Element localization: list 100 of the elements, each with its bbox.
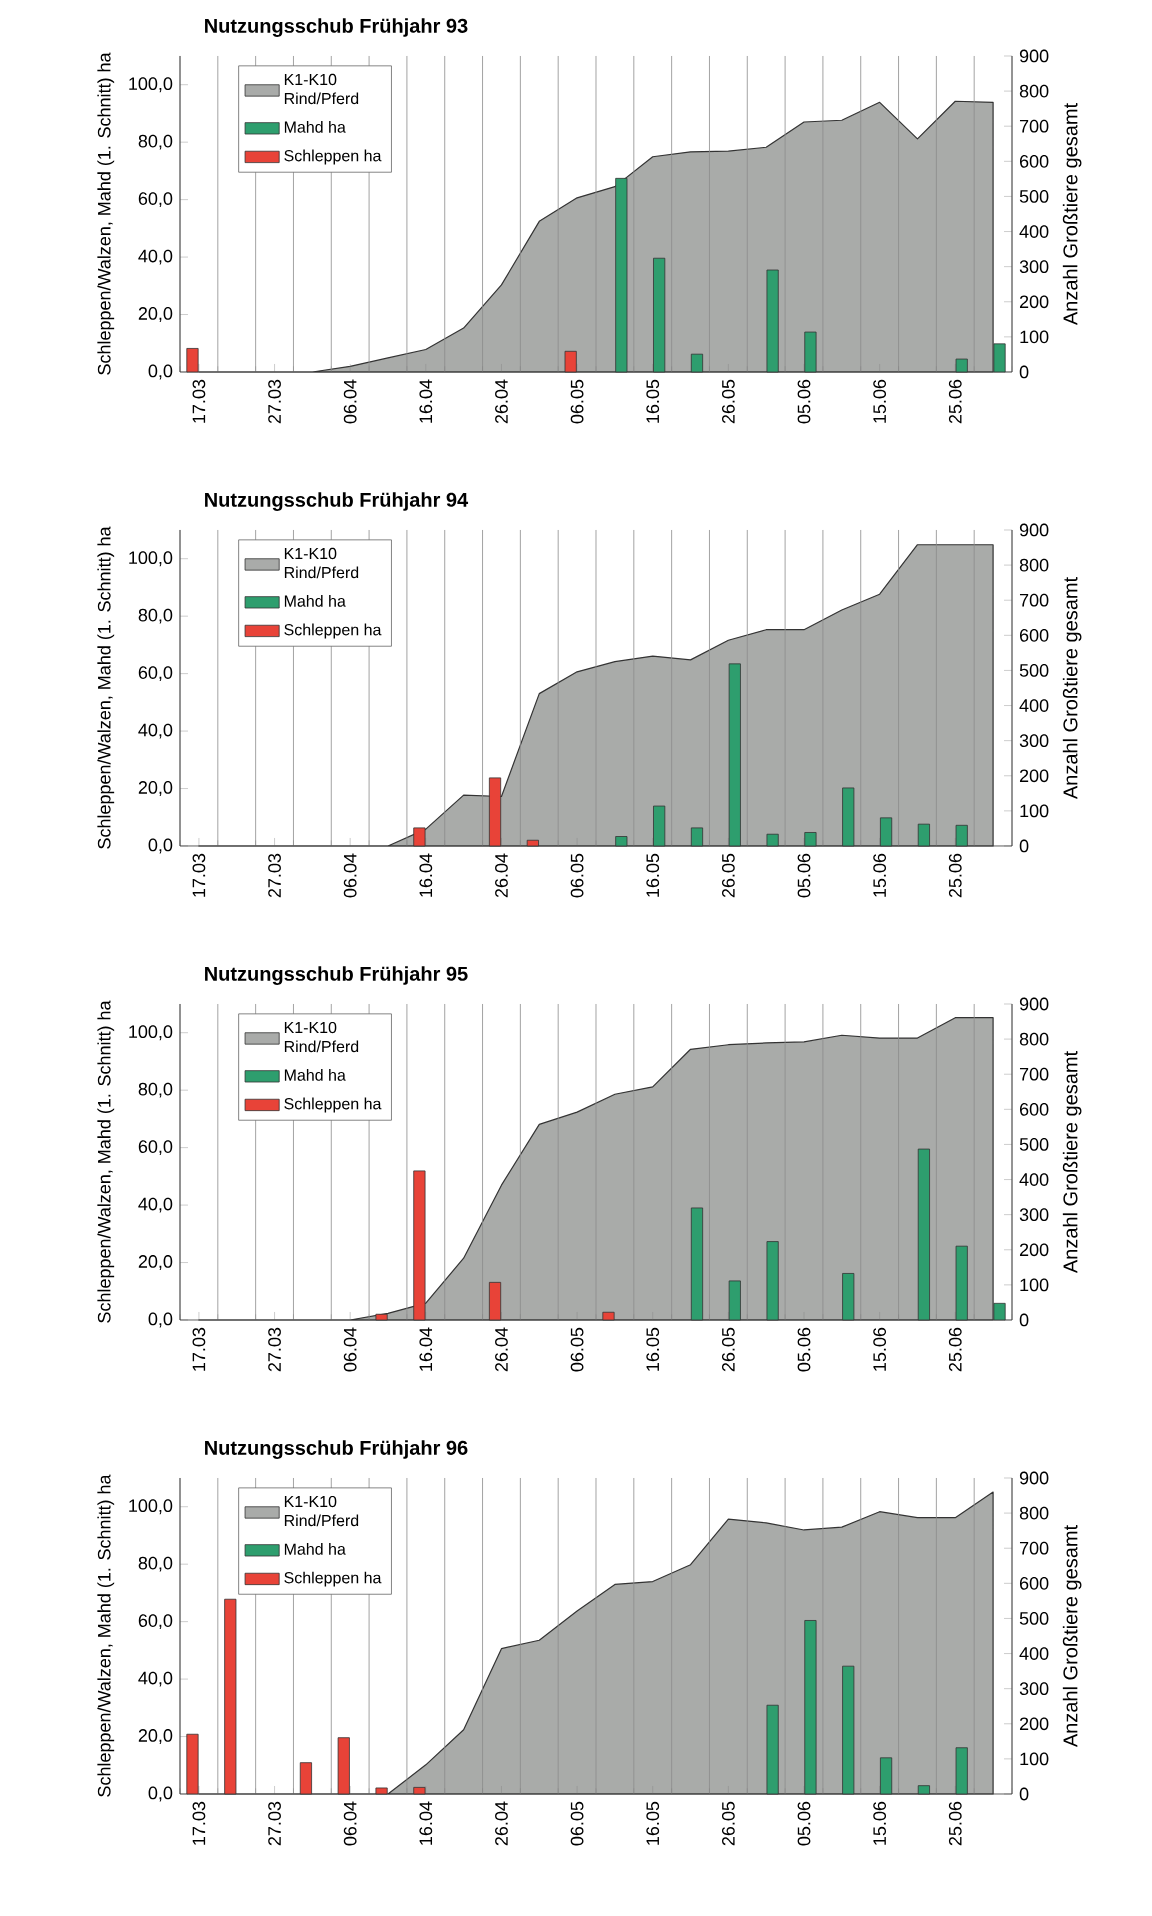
x-tick-label: 17.03 (192, 379, 206, 423)
y2-tick-label: 0 (1019, 1313, 1029, 1327)
legend-label: Mahd ha (284, 1543, 346, 1555)
x-tick-label: 17.03 (192, 1327, 206, 1371)
y-tick-label: 60,0 (138, 666, 173, 682)
y2-tick-label: 200 (1019, 1243, 1049, 1257)
y-tick-label: 80,0 (138, 134, 173, 150)
y2-tick-label: 600 (1019, 154, 1049, 168)
y2-axis-title: Anzahl Großtiere gesamt (1062, 1525, 1082, 1748)
y2-tick-label: 800 (1019, 558, 1049, 572)
y-tick-label: 20,0 (138, 1729, 173, 1744)
x-tick-label: 27.03 (268, 853, 281, 898)
y-tick-label: 0,0 (148, 838, 173, 854)
x-tick-label: 16.04 (419, 853, 433, 897)
y2-tick-label: 700 (1019, 1541, 1049, 1555)
x-tick-label: 17.03 (192, 853, 206, 897)
x-tick-label: 26.04 (495, 853, 508, 898)
legend-label: K1-K10 Rind/Pferd (284, 1021, 359, 1053)
x-tick-label: 15.06 (873, 1801, 887, 1845)
y-tick-label: 60,0 (138, 1140, 173, 1156)
y2-tick-label: 700 (1019, 593, 1049, 607)
y2-tick-label: 400 (1019, 1173, 1049, 1186)
x-tick-label: 26.05 (721, 379, 735, 424)
y2-axis-title: Anzahl Großtiere gesamt (1062, 577, 1082, 800)
y-tick-label: 20,0 (138, 1255, 173, 1270)
y-tick-label: 100,0 (129, 77, 173, 93)
x-tick-label: 06.04 (343, 379, 357, 424)
y2-tick-label: 900 (1019, 523, 1049, 537)
y2-tick-label: 500 (1019, 664, 1049, 677)
y2-tick-label: 300 (1019, 1682, 1049, 1696)
y2-tick-label: 200 (1019, 769, 1049, 783)
y2-tick-label: 100 (1020, 330, 1049, 344)
x-tick-label: 25.06 (948, 1327, 962, 1372)
x-tick-label: 26.05 (721, 853, 735, 898)
legend-label: K1-K10 Rind/Pferd (284, 73, 359, 105)
y2-tick-label: 900 (1019, 997, 1049, 1011)
y2-tick-label: 400 (1019, 699, 1049, 712)
x-tick-label: 26.05 (721, 1801, 735, 1846)
y-tick-label: 60,0 (138, 192, 173, 208)
x-tick-label: 06.05 (570, 1801, 584, 1846)
y2-tick-label: 600 (1019, 1576, 1049, 1590)
x-tick-label: 25.06 (948, 1801, 962, 1846)
y-tick-label: 100,0 (129, 1499, 173, 1515)
x-tick-label: 06.04 (343, 1327, 357, 1372)
y2-tick-label: 400 (1019, 225, 1049, 238)
y2-axis-title: Anzahl Großtiere gesamt (1062, 102, 1082, 326)
y-axis-title: Schleppen/Walzen, Mahd (1. Schnitt) ha (97, 52, 115, 375)
y2-tick-label: 100 (1020, 1278, 1049, 1292)
y-tick-label: 80,0 (138, 1556, 173, 1572)
y2-tick-label: 900 (1019, 1471, 1049, 1485)
x-tick-label: 05.06 (797, 853, 811, 898)
y2-axis-title: Anzahl Großtiere gesamt (1062, 1051, 1082, 1274)
y2-tick-label: 0 (1019, 1787, 1029, 1801)
y2-tick-label: 0 (1019, 839, 1029, 853)
x-tick-label: 26.04 (495, 1327, 508, 1372)
x-tick-label: 15.06 (873, 853, 887, 897)
legend-label: Schleppen ha (284, 149, 382, 165)
legend-label: K1-K10 Rind/Pferd (284, 547, 359, 579)
y2-tick-label: 500 (1019, 1138, 1049, 1151)
y2-tick-label: 900 (1019, 49, 1049, 63)
legend-label: Mahd ha (284, 595, 346, 607)
y2-tick-label: 600 (1019, 1102, 1049, 1116)
y-tick-label: 100,0 (129, 1025, 173, 1041)
y2-tick-label: 500 (1019, 190, 1049, 203)
x-tick-label: 16.05 (646, 1801, 660, 1845)
y-tick-label: 20,0 (138, 307, 173, 322)
y2-tick-label: 100 (1020, 804, 1049, 818)
x-tick-label: 06.04 (343, 1801, 357, 1846)
x-tick-label: 05.06 (797, 379, 811, 424)
y2-tick-label: 200 (1019, 1717, 1049, 1731)
y2-tick-label: 800 (1019, 84, 1049, 98)
x-tick-label: 26.04 (495, 379, 508, 424)
x-tick-label: 05.06 (797, 1801, 811, 1846)
y-tick-label: 0,0 (148, 1312, 173, 1328)
legend-label: K1-K10 Rind/Pferd (284, 1495, 359, 1527)
y2-tick-label: 500 (1019, 1612, 1049, 1625)
y-axis-title: Schleppen/Walzen, Mahd (1. Schnitt) ha (97, 526, 115, 849)
chart-title: Nutzungsschub Frühjahr 96 (205, 1440, 468, 1459)
x-tick-label: 27.03 (268, 1801, 281, 1846)
y-tick-label: 40,0 (138, 1197, 173, 1213)
legend-label: Schleppen ha (284, 1097, 382, 1113)
y2-tick-label: 800 (1019, 1506, 1049, 1520)
legend-label: Mahd ha (284, 1069, 346, 1081)
chart-title: Nutzungsschub Frühjahr 95 (205, 966, 468, 985)
y2-tick-label: 600 (1019, 628, 1049, 642)
y-tick-label: 80,0 (138, 608, 173, 624)
y-tick-label: 40,0 (138, 1671, 173, 1687)
x-tick-label: 16.05 (646, 1327, 660, 1371)
x-tick-label: 16.05 (646, 853, 660, 897)
x-tick-label: 06.04 (343, 853, 357, 898)
x-tick-label: 16.04 (419, 379, 433, 423)
y-tick-label: 0,0 (148, 1786, 173, 1802)
y2-tick-label: 0 (1019, 365, 1029, 379)
x-tick-label: 06.05 (570, 1327, 584, 1372)
x-tick-label: 26.04 (495, 1801, 508, 1846)
legend-label: Mahd ha (284, 121, 346, 133)
y2-tick-label: 700 (1019, 119, 1049, 133)
chart-title: Nutzungsschub Frühjahr 93 (205, 18, 468, 37)
x-tick-label: 25.06 (948, 379, 962, 424)
y2-tick-label: 100 (1020, 1752, 1049, 1766)
